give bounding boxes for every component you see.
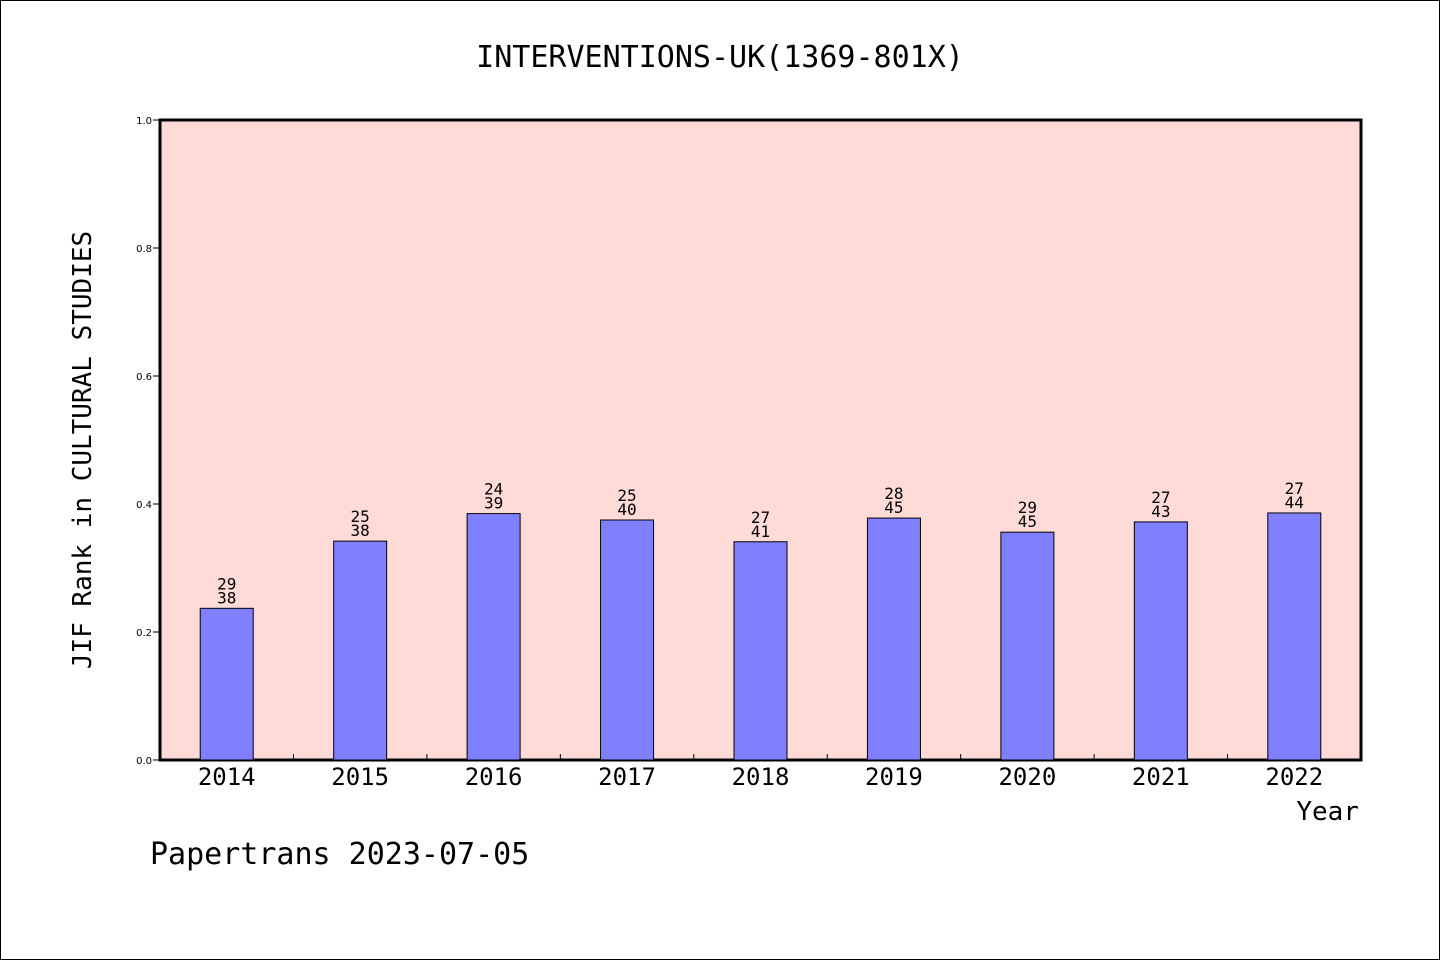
bar-rank-label: 24 — [484, 480, 503, 499]
bar-rank-label: 29 — [1018, 498, 1037, 517]
bar-rank-label: 25 — [351, 507, 370, 526]
bar-rank-label: 28 — [884, 484, 903, 503]
bar — [466, 513, 521, 761]
bar-rank-label: 27 — [1151, 488, 1170, 507]
x-tick-label: 2021 — [1132, 763, 1190, 791]
y-tick-label: 0.2 — [136, 628, 152, 639]
y-tick-label: 0.8 — [136, 244, 152, 255]
y-axis-label: JIF Rank in CULTURAL STUDIES — [68, 231, 98, 669]
x-tick-label: 2019 — [865, 763, 923, 791]
x-tick-label: 2020 — [998, 763, 1056, 791]
bar-rank-label: 25 — [617, 486, 636, 505]
bar — [600, 519, 655, 761]
x-axis: 2014 2015 2016 2017 2018 2019 2020 2021 2022 — [198, 754, 1323, 791]
y-tick-label: 0.4 — [136, 500, 152, 511]
bar — [199, 607, 254, 761]
y-tick-label: 1.0 — [136, 116, 152, 127]
x-tick-label: 2015 — [331, 763, 389, 791]
bar-total-label: 40 — [617, 500, 636, 519]
bar-total-label: 45 — [884, 498, 903, 517]
y-tick-label: 0.0 — [136, 756, 152, 767]
chart-title: INTERVENTIONS-UK(1369-801X) — [476, 40, 964, 75]
bar — [866, 517, 921, 761]
bar-rank-label: 27 — [751, 508, 770, 527]
x-tick-label: 2016 — [465, 763, 523, 791]
y-axis: 0.0 0.2 0.4 0.6 0.8 1.0 — [136, 116, 160, 767]
bar-total-label: 41 — [751, 522, 770, 541]
x-axis-label: Year — [1296, 797, 1359, 827]
bar-total-label: 44 — [1285, 493, 1304, 512]
x-tick-label: 2018 — [732, 763, 790, 791]
x-tick-label: 2022 — [1265, 763, 1323, 791]
bar-total-label: 38 — [217, 588, 236, 607]
bar-total-label: 45 — [1018, 512, 1037, 531]
bar — [333, 540, 388, 761]
footer-source: Papertrans 2023-07-05 — [150, 837, 529, 872]
y-tick-label: 0.6 — [136, 372, 152, 383]
bar-total-label: 39 — [484, 494, 503, 513]
x-tick-label: 2017 — [598, 763, 656, 791]
bar-total-label: 43 — [1151, 502, 1170, 521]
bar-rank-label: 29 — [217, 574, 236, 593]
bar — [733, 541, 788, 761]
bar — [1133, 521, 1188, 761]
bar — [1267, 512, 1322, 761]
bar — [1000, 531, 1055, 761]
bar-total-label: 38 — [351, 521, 370, 540]
bar-rank-label: 27 — [1285, 479, 1304, 498]
x-tick-label: 2014 — [198, 763, 256, 791]
